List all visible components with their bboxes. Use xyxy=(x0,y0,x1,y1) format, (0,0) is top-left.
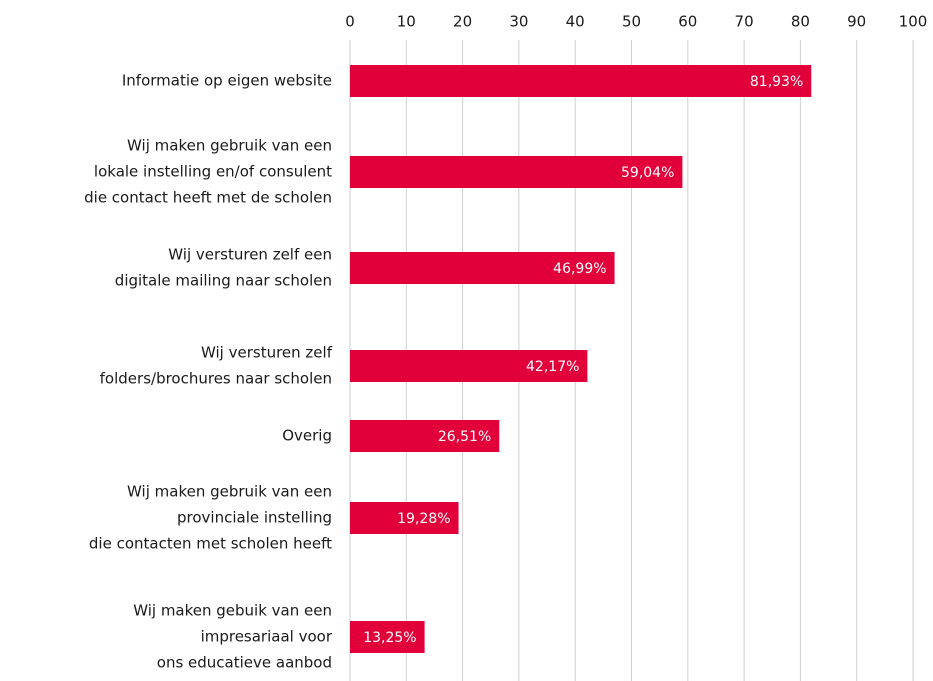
bar xyxy=(350,621,425,653)
y-tick-label: die contacten met scholen heeft xyxy=(89,535,332,553)
value-label: 46,99% xyxy=(553,261,606,277)
x-tick-label: 100 xyxy=(899,13,928,31)
x-tick-label: 30 xyxy=(509,13,528,31)
value-label: 59,04% xyxy=(621,165,674,181)
x-tick-label: 90 xyxy=(847,13,866,31)
x-tick-label: 40 xyxy=(566,13,585,31)
y-tick-label: Wij maken gebruik van een xyxy=(127,137,332,155)
y-tick-label: die contact heeft met de scholen xyxy=(84,189,332,207)
bar xyxy=(350,65,812,97)
value-label: 42,17% xyxy=(526,359,579,375)
y-tick-label: Wij versturen zelf een xyxy=(168,246,332,264)
y-tick-label: provinciale instelling xyxy=(177,509,332,527)
y-tick-label: Wij versturen zelf xyxy=(201,344,333,362)
bar xyxy=(350,502,459,534)
y-tick-label: ons educatieve aanbod xyxy=(157,654,332,672)
y-tick-label: lokale instelling en/of consulent xyxy=(94,163,332,181)
value-label: 81,93% xyxy=(750,74,803,90)
x-tick-label: 50 xyxy=(622,13,641,31)
bar xyxy=(350,156,683,188)
y-tick-label: digitale mailing naar scholen xyxy=(115,272,332,290)
bar xyxy=(350,252,615,284)
x-tick-label: 20 xyxy=(453,13,472,31)
y-tick-label: Wij maken gebruik van een xyxy=(127,483,332,501)
x-tick-label: 0 xyxy=(345,13,355,31)
value-label: 26,51% xyxy=(438,429,491,445)
y-tick-label: Wij maken gebuik van een xyxy=(133,602,332,620)
bar xyxy=(350,350,588,382)
value-label: 13,25% xyxy=(363,630,416,646)
x-tick-label: 70 xyxy=(735,13,754,31)
x-tick-label: 80 xyxy=(791,13,810,31)
value-label: 19,28% xyxy=(397,511,450,527)
y-tick-label: Overig xyxy=(282,427,332,445)
y-tick-label: Informatie op eigen website xyxy=(122,72,332,90)
x-tick-label: 10 xyxy=(397,13,416,31)
bar xyxy=(350,420,500,452)
x-tick-label: 60 xyxy=(678,13,697,31)
y-tick-label: folders/brochures naar scholen xyxy=(100,370,332,388)
y-tick-label: impresariaal voor xyxy=(201,628,333,646)
